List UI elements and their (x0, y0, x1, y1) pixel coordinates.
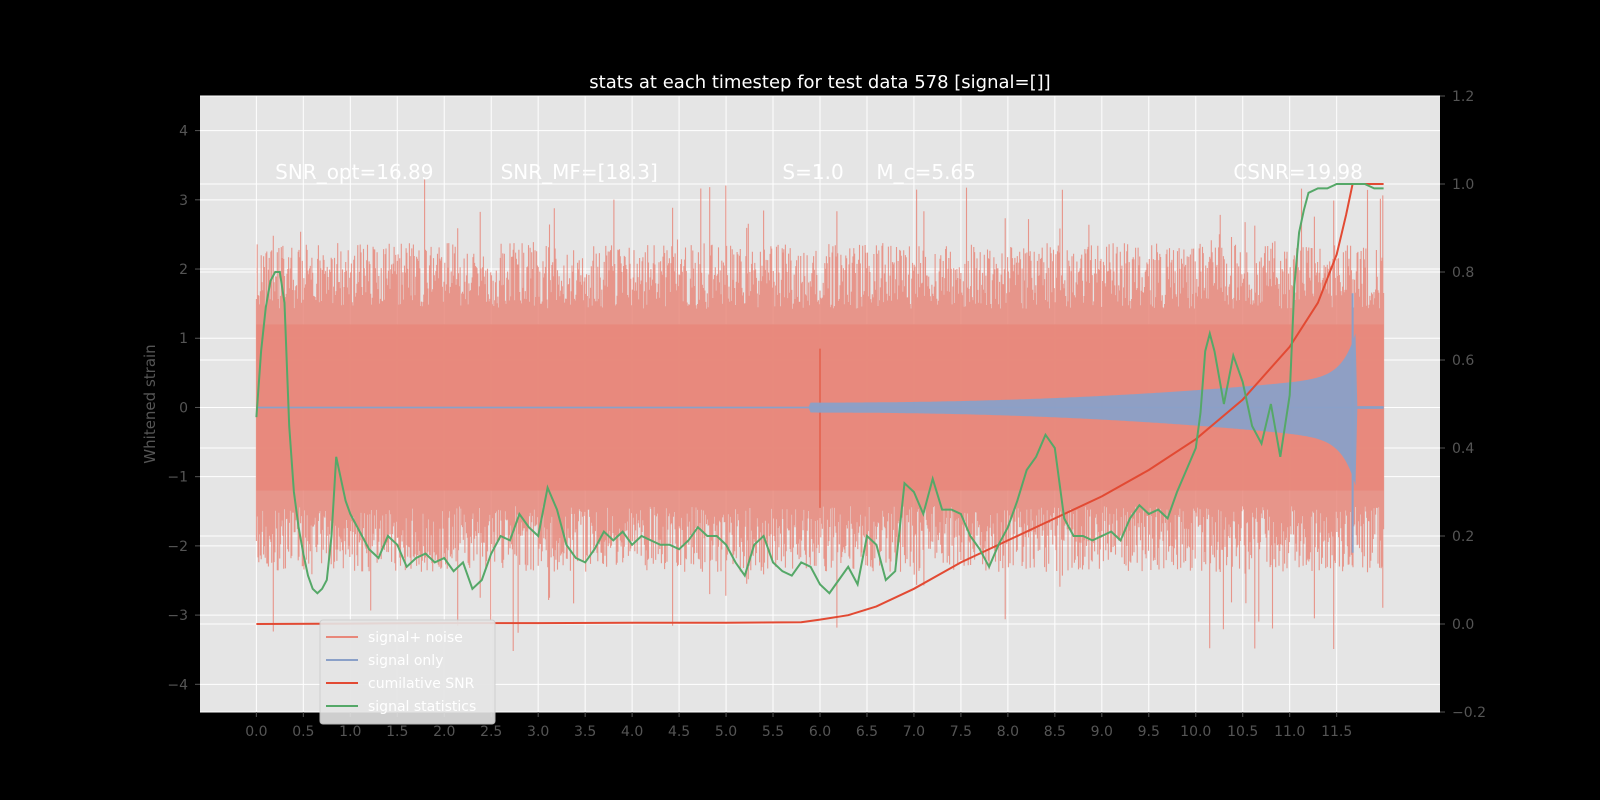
x-tick-label: 8.0 (997, 724, 1019, 740)
y2-tick-label: 1.2 (1452, 89, 1474, 105)
y-tick-label: 0 (179, 400, 188, 416)
axes: 0.0 0.5 1.0 1.5 2.0 2.5 3.0 3.5 4.0 4.5 5.0 5.5 6.0 6… (167, 89, 1486, 740)
annotations: SNR_opt=16.89 SNR_MF=[18.3] S=1.0 M_c=5.65 C… (275, 160, 1363, 184)
series-line-3 (255, 183, 1384, 595)
y2-tick-label: 0.2 (1452, 529, 1474, 545)
x-tick-label: 5.0 (715, 724, 737, 740)
x-tick-label: 11.5 (1321, 724, 1352, 740)
y2-tick-label: 0.4 (1452, 441, 1474, 457)
y2-tick-label: 0.6 (1452, 353, 1474, 369)
x-tick-label: 0.5 (292, 724, 314, 740)
x-tick-label: 3.5 (574, 724, 596, 740)
x-tick-label: 11.0 (1274, 724, 1305, 740)
x-tick-label: 0.0 (245, 724, 267, 740)
x-tick-label: 10.5 (1227, 724, 1258, 740)
annotation: S=1.0 (782, 160, 843, 184)
x-tick-label: 1.0 (339, 724, 361, 740)
x-tick-label: 3.0 (527, 724, 549, 740)
legend-box (319, 619, 496, 725)
chirp-envelope (256, 333, 1384, 486)
y-tick-label: −1 (167, 470, 188, 486)
x-tick-label: 2.0 (433, 724, 455, 740)
x-tick-label: 2.5 (480, 724, 502, 740)
annotation: SNR_opt=16.89 (275, 160, 433, 184)
x-tick-label: 4.0 (621, 724, 643, 740)
x-tick-label: 8.5 (1044, 724, 1066, 740)
legend-entry: signal only (368, 653, 443, 669)
y-tick-label: −4 (167, 677, 188, 693)
right-axis-series (255, 183, 1384, 625)
x-tick-label: 5.5 (762, 724, 784, 740)
y2-tick-label: 0.8 (1452, 265, 1474, 281)
chart-title: stats at each timestep for test data 578… (589, 72, 1050, 93)
annotation: SNR_MF=[18.3] (501, 160, 658, 184)
legend-entry: signal+ noise (368, 630, 463, 646)
legend: signal+ noise signal only cumilative SNR si… (319, 619, 496, 725)
y-tick-label: 4 (179, 124, 188, 140)
legend-entry: cumilative SNR (368, 676, 475, 692)
y2-tick-label: −0.2 (1452, 705, 1486, 721)
y-tick-label: 2 (179, 262, 188, 278)
x-tick-label: 7.5 (950, 724, 972, 740)
x-tick-label: 9.5 (1138, 724, 1160, 740)
series-line-2 (256, 183, 1384, 625)
annotation: CSNR=19.98 (1233, 160, 1363, 184)
x-tick-label: 9.0 (1091, 724, 1113, 740)
x-tick-label: 1.5 (386, 724, 408, 740)
y-axis-label: Whitened strain (141, 344, 159, 463)
legend-entry: signal statistics (368, 699, 476, 715)
y-tick-label: 3 (179, 193, 188, 209)
series-signal-only (256, 293, 1384, 553)
y2-tick-label: 0.0 (1452, 617, 1474, 633)
x-tick-label: 6.5 (856, 724, 878, 740)
x-tick-label: 4.5 (668, 724, 690, 740)
annotation: M_c=5.65 (876, 160, 976, 184)
x-tick-label: 10.0 (1180, 724, 1211, 740)
y-tick-label: 1 (179, 331, 188, 347)
y2-tick-label: 1.0 (1452, 177, 1474, 193)
x-tick-label: 6.0 (809, 724, 831, 740)
x-tick-label: 7.0 (903, 724, 925, 740)
y-tick-label: −3 (167, 608, 188, 624)
y-tick-label: −2 (167, 539, 188, 555)
